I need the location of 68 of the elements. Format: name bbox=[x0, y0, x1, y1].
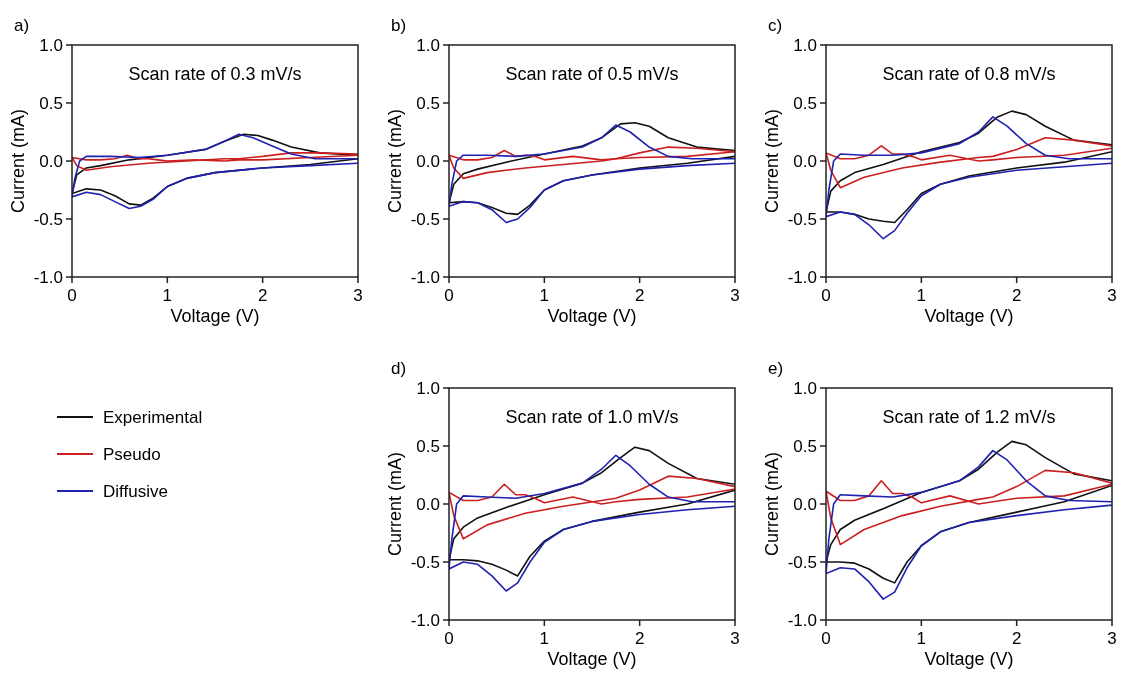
x-tick-label: 1 bbox=[539, 286, 550, 305]
y-tick-label: -1.0 bbox=[410, 610, 440, 630]
y-tick-label: -1.0 bbox=[787, 267, 817, 287]
x-axis-title: Voltage (V) bbox=[547, 306, 637, 326]
text: Scan rate of 0.3 mV/s bbox=[128, 64, 302, 84]
y-tick-label: -0.5 bbox=[410, 209, 440, 229]
x-tick-label: 2 bbox=[1011, 629, 1022, 648]
x-tick-label: 1 bbox=[916, 286, 927, 305]
text: b) bbox=[391, 16, 407, 35]
x-axis-title: Voltage (V) bbox=[170, 306, 260, 326]
y-axis-title: Current (mA) bbox=[762, 108, 782, 214]
text: a) bbox=[14, 16, 30, 35]
y-tick-label: 0.5 bbox=[39, 93, 63, 113]
y-tick-label: -1.0 bbox=[787, 610, 817, 630]
y-tick-label: 0.5 bbox=[416, 93, 440, 113]
x-tick-label: 3 bbox=[730, 286, 740, 305]
x-axis-title: Voltage (V) bbox=[924, 306, 1014, 326]
x-tick-label: 1 bbox=[916, 629, 927, 648]
x-tick-label: 2 bbox=[634, 286, 645, 305]
x-tick-label: 3 bbox=[730, 629, 740, 648]
text: d) bbox=[391, 359, 407, 378]
y-tick-label: 1.0 bbox=[416, 378, 440, 398]
y-tick-label: -1.0 bbox=[33, 267, 63, 287]
y-tick-label: 1.0 bbox=[416, 35, 440, 55]
y-tick-label: -0.5 bbox=[410, 552, 440, 572]
y-tick-label: 1.0 bbox=[793, 378, 817, 398]
y-axis-title: Current (mA) bbox=[385, 108, 405, 214]
x-tick-label: 0 bbox=[821, 286, 831, 305]
x-tick-label: 2 bbox=[257, 286, 268, 305]
y-tick-label: 0.5 bbox=[793, 436, 817, 456]
y-axis-title: Current (mA) bbox=[385, 451, 405, 557]
x-tick-label: 3 bbox=[1107, 629, 1117, 648]
y-tick-label: 0.0 bbox=[793, 151, 817, 171]
y-tick-label: -0.5 bbox=[33, 209, 63, 229]
x-tick-label: 3 bbox=[1107, 286, 1117, 305]
x-axis-title: Voltage (V) bbox=[924, 649, 1014, 669]
y-tick-label: 0.0 bbox=[416, 151, 440, 171]
y-tick-label: 0.5 bbox=[793, 93, 817, 113]
text: c) bbox=[768, 16, 783, 35]
y-tick-label: 0.0 bbox=[793, 494, 817, 514]
legend-label: Experimental bbox=[103, 407, 203, 427]
y-tick-label: 1.0 bbox=[793, 35, 817, 55]
x-tick-label: 0 bbox=[821, 629, 831, 648]
text: Scan rate of 1.0 mV/s bbox=[505, 407, 679, 427]
y-tick-label: 0.5 bbox=[416, 436, 440, 456]
x-tick-label: 2 bbox=[634, 629, 645, 648]
x-tick-label: 1 bbox=[162, 286, 173, 305]
text: e) bbox=[768, 359, 784, 378]
y-tick-label: 0.0 bbox=[416, 494, 440, 514]
y-tick-label: 1.0 bbox=[39, 35, 63, 55]
x-tick-label: 0 bbox=[67, 286, 77, 305]
x-tick-label: 3 bbox=[353, 286, 363, 305]
y-axis-title: Current (mA) bbox=[762, 451, 782, 557]
y-tick-label: 0.0 bbox=[39, 151, 63, 171]
x-tick-label: 1 bbox=[539, 629, 550, 648]
text: Scan rate of 0.5 mV/s bbox=[505, 64, 679, 84]
x-tick-label: 0 bbox=[444, 286, 454, 305]
y-axis-title: Current (mA) bbox=[8, 108, 28, 214]
legend-label: Pseudo bbox=[103, 444, 161, 464]
text: Scan rate of 1.2 mV/s bbox=[882, 407, 1056, 427]
y-tick-label: -0.5 bbox=[787, 209, 817, 229]
text: Scan rate of 0.8 mV/s bbox=[882, 64, 1056, 84]
y-tick-label: -1.0 bbox=[410, 267, 440, 287]
x-tick-label: 2 bbox=[1011, 286, 1022, 305]
y-tick-label: -0.5 bbox=[787, 552, 817, 572]
x-tick-label: 0 bbox=[444, 629, 454, 648]
x-axis-title: Voltage (V) bbox=[547, 649, 637, 669]
legend-label: Diffusive bbox=[103, 481, 168, 501]
